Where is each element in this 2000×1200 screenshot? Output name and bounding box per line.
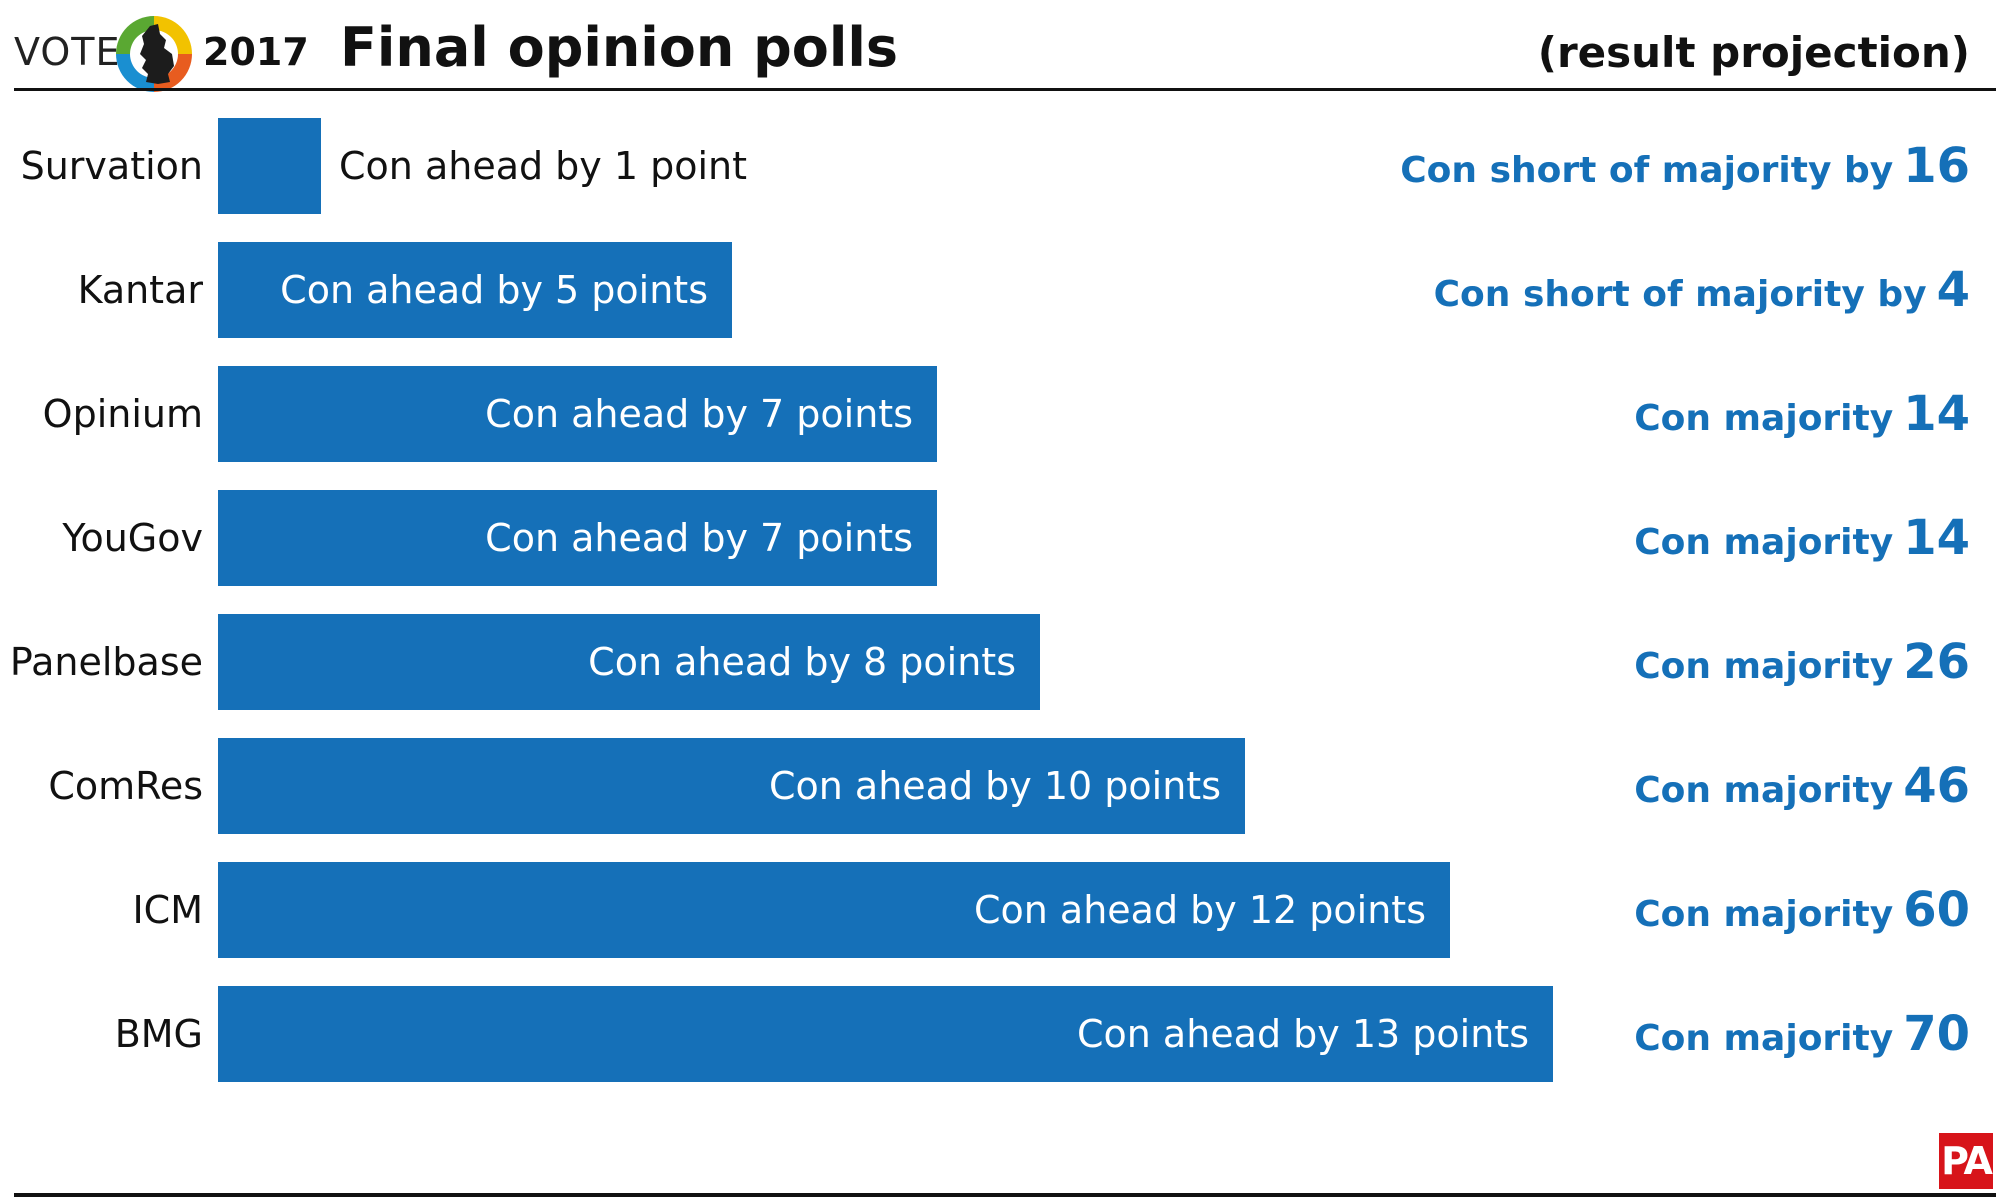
bar bbox=[218, 118, 321, 214]
projection-text: Con majority bbox=[1634, 398, 1894, 439]
projection-label: Con short of majority by 4 bbox=[1434, 242, 1970, 338]
vote-year: 2017 bbox=[203, 30, 309, 74]
chart-row: Kantar Con ahead by 5 points Con short of … bbox=[0, 242, 2000, 338]
projection-text: Con majority bbox=[1634, 646, 1894, 687]
vote-word: VOTE bbox=[14, 30, 121, 74]
projection-label: Con majority 26 bbox=[1634, 614, 1970, 710]
projection-number: 14 bbox=[1903, 510, 1970, 566]
bar bbox=[218, 986, 1553, 1082]
category-label: ComRes bbox=[48, 764, 203, 808]
projection-label: Con majority 14 bbox=[1634, 366, 1970, 462]
vote-2017-logo-icon bbox=[116, 16, 192, 92]
header: VOTE 2017 Final opinion polls (result pr… bbox=[0, 0, 2000, 92]
projection-number: 16 bbox=[1903, 138, 1970, 194]
category-label: Survation bbox=[20, 144, 203, 188]
projection-label: Con majority 46 bbox=[1634, 738, 1970, 834]
projection-label: Con majority 14 bbox=[1634, 490, 1970, 586]
chart-row: YouGov Con ahead by 7 points Con majority 1… bbox=[0, 490, 2000, 586]
projection-text: Con majority bbox=[1634, 770, 1894, 811]
chart-row: BMG Con ahead by 13 points Con majority 70 bbox=[0, 986, 2000, 1082]
chart-subtitle: (result projection) bbox=[1537, 28, 1970, 77]
category-label: YouGov bbox=[62, 516, 203, 560]
bar bbox=[218, 366, 937, 462]
bar-data-label: Con ahead by 7 points bbox=[485, 516, 913, 560]
pa-logo-text: PA bbox=[1941, 1139, 1993, 1183]
projection-text: Con majority bbox=[1634, 522, 1894, 563]
projection-text: Con majority bbox=[1634, 894, 1894, 935]
bar bbox=[218, 242, 732, 338]
projection-number: 46 bbox=[1903, 758, 1970, 814]
projection-number: 4 bbox=[1936, 262, 1970, 318]
projection-number: 26 bbox=[1903, 634, 1970, 690]
top-divider bbox=[14, 88, 1996, 91]
category-label: Opinium bbox=[42, 392, 203, 436]
chart-row: Panelbase Con ahead by 8 points Con majori… bbox=[0, 614, 2000, 710]
bar-data-label: Con ahead by 1 point bbox=[339, 144, 748, 188]
chart-row: Survation Con ahead by 1 point Con short o… bbox=[0, 118, 2000, 214]
bar bbox=[218, 862, 1450, 958]
category-label: Panelbase bbox=[9, 640, 203, 684]
category-label: ICM bbox=[132, 888, 203, 932]
bar-data-label: Con ahead by 5 points bbox=[280, 268, 708, 312]
projection-number: 14 bbox=[1903, 386, 1970, 442]
chart-title: Final opinion polls bbox=[340, 16, 899, 79]
bar-data-label: Con ahead by 8 points bbox=[588, 640, 1016, 684]
projection-label: Con majority 70 bbox=[1634, 986, 1970, 1082]
bar-data-label: Con ahead by 12 points bbox=[973, 888, 1426, 932]
chart-row: ComRes Con ahead by 10 points Con majority… bbox=[0, 738, 2000, 834]
projection-text: Con short of majority by bbox=[1433, 274, 1927, 315]
category-label: Kantar bbox=[77, 268, 203, 312]
bar bbox=[218, 738, 1245, 834]
projection-text: Con majority bbox=[1634, 1018, 1894, 1059]
bar-data-label: Con ahead by 13 points bbox=[1076, 1012, 1529, 1056]
bar bbox=[218, 614, 1040, 710]
projection-label: Con majority 60 bbox=[1634, 862, 1970, 958]
bottom-divider bbox=[14, 1193, 1996, 1197]
category-label: BMG bbox=[114, 1012, 203, 1056]
projection-number: 60 bbox=[1903, 882, 1970, 938]
chart-row: Opinium Con ahead by 7 points Con majority… bbox=[0, 366, 2000, 462]
bar-data-label: Con ahead by 10 points bbox=[768, 764, 1221, 808]
bar bbox=[218, 490, 937, 586]
projection-number: 70 bbox=[1903, 1006, 1970, 1062]
projection-label: Con short of majority by 16 bbox=[1400, 118, 1970, 214]
bar-data-label: Con ahead by 7 points bbox=[485, 392, 913, 436]
chart-row: ICM Con ahead by 12 points Con majority 60 bbox=[0, 862, 2000, 958]
pa-logo: PA bbox=[1939, 1133, 1993, 1189]
projection-text: Con short of majority by bbox=[1400, 150, 1894, 191]
